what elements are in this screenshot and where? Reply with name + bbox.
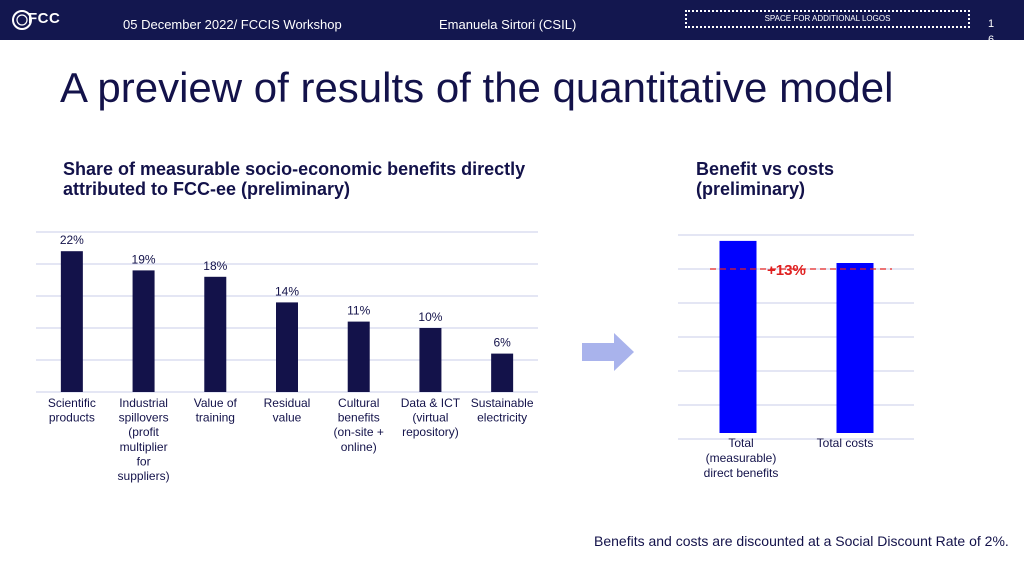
category-label-line: multiplier	[120, 440, 168, 454]
category-label: Residual value	[264, 396, 311, 425]
bar	[836, 263, 874, 433]
category-label: Scientific products	[48, 396, 96, 425]
category-label-line: (profit	[128, 425, 159, 439]
category-label-line: products	[49, 411, 95, 425]
right-arrow-icon	[582, 333, 634, 371]
author-text: Emanuela Sirtori (CSIL)	[439, 17, 577, 32]
category-label: Industrial spillovers (profit multiplier for…	[118, 396, 170, 483]
category-label-line: (virtual	[412, 411, 448, 425]
category-label-line: direct benefits	[704, 466, 779, 480]
fcc-logo-icon	[12, 10, 32, 30]
bar	[719, 240, 757, 433]
category-label-line: Scientific	[48, 396, 96, 410]
category-label-line: spillovers	[119, 411, 169, 425]
bar	[419, 328, 442, 392]
header-bar: FCC 05 December 2022/ FCCIS Workshop Ema…	[0, 0, 1024, 40]
date-event-text: 05 December 2022/ FCCIS Workshop	[123, 17, 342, 32]
right-chart-title: Benefit vs costs (preliminary)	[696, 159, 835, 199]
data-label: 19%	[132, 252, 156, 266]
category-label-line: for	[137, 454, 151, 468]
category-label-line: benefits	[338, 411, 380, 425]
category-label: Sustainable electricity	[471, 396, 534, 425]
left-chart-title: Share of measurable socio-economic benef…	[63, 159, 526, 199]
bar	[204, 276, 227, 392]
data-label: 11%	[347, 304, 370, 318]
category-label-line: suppliers)	[118, 469, 170, 483]
slide-title: A preview of results of the quantitative…	[60, 64, 894, 111]
data-label: 6%	[493, 336, 511, 350]
bar	[60, 251, 83, 392]
category-label: Total (measurable) direct benefits	[704, 436, 779, 480]
category-label: Data & ICT (virtual repository)	[401, 396, 461, 439]
bar	[347, 321, 370, 392]
data-label: 18%	[203, 259, 227, 273]
data-label: 22%	[60, 233, 84, 247]
category-label-line: electricity	[477, 411, 527, 425]
category-label-line: Total	[728, 436, 753, 450]
category-label-line: (measurable)	[706, 451, 777, 465]
bar	[132, 270, 155, 392]
category-label-line: Data & ICT	[401, 396, 461, 410]
category-label-line: online)	[341, 440, 377, 454]
category-label: Cultural benefits (on-site + online)	[334, 396, 384, 454]
category-label-line: Cultural	[338, 396, 379, 410]
category-label-line: training	[196, 411, 235, 425]
bar	[276, 302, 298, 392]
category-label-line: repository)	[402, 425, 459, 439]
bar	[491, 353, 514, 392]
category-label: Total costs	[817, 436, 874, 450]
difference-annotation: +13%	[767, 262, 806, 279]
data-label: 10%	[418, 310, 442, 324]
category-label-line: Total costs	[817, 436, 874, 450]
category-label-line: (on-site +	[334, 425, 384, 439]
category-label-line: Value of	[194, 396, 238, 410]
category-label-line: Industrial	[119, 396, 168, 410]
category-label: Value of training	[194, 396, 238, 425]
category-label-line: Sustainable	[471, 396, 534, 410]
data-label: 14%	[275, 284, 299, 298]
category-label-line: value	[273, 411, 302, 425]
category-label-line: Residual	[264, 396, 311, 410]
logo-text: FCC	[28, 10, 61, 27]
page-number: 16	[988, 18, 995, 40]
discount-rate-footnote: Benefits and costs are discounted at a S…	[594, 533, 1009, 549]
additional-logos-placeholder: SPACE FOR ADDITIONAL LOGOS	[685, 10, 970, 28]
